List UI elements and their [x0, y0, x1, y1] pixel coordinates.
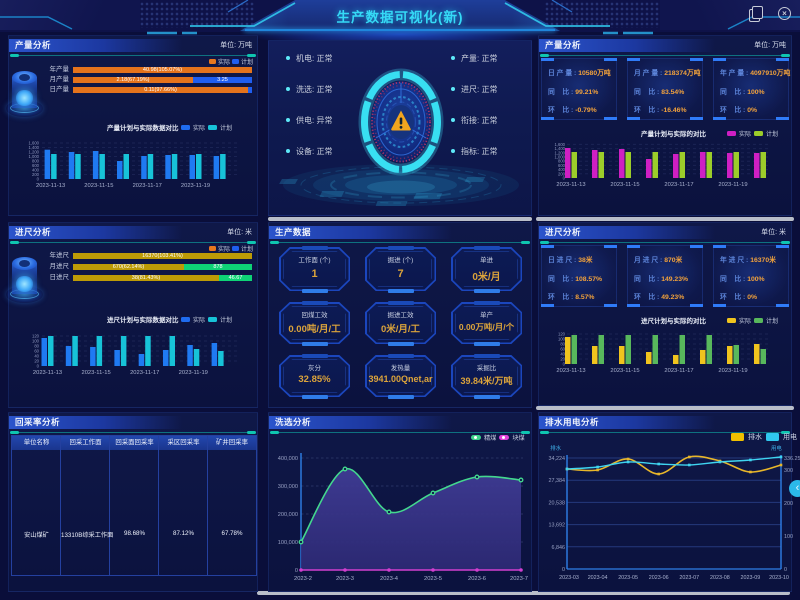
svg-text:6,846: 6,846 — [552, 545, 566, 551]
svg-text:2023-03: 2023-03 — [559, 575, 579, 581]
svg-text:120: 120 — [558, 332, 566, 337]
svg-text:2023-11-19: 2023-11-19 — [179, 370, 208, 376]
svg-text:60: 60 — [34, 349, 39, 354]
svg-text:2023-06: 2023-06 — [649, 575, 669, 581]
svg-text:2023-11-15: 2023-11-15 — [84, 183, 113, 189]
svg-text:2023-6: 2023-6 — [468, 576, 486, 582]
svg-text:27,384: 27,384 — [549, 478, 566, 484]
svg-text:2023-3: 2023-3 — [336, 576, 354, 582]
svg-text:20: 20 — [34, 359, 39, 364]
svg-text:300: 300 — [784, 468, 793, 474]
svg-text:2023-10: 2023-10 — [769, 575, 789, 581]
svg-text:2023-11-15: 2023-11-15 — [610, 182, 639, 188]
svg-text:40: 40 — [560, 352, 565, 357]
svg-text:1,600: 1,600 — [555, 142, 566, 147]
svg-text:2023-11-17: 2023-11-17 — [130, 370, 159, 376]
svg-text:400: 400 — [558, 167, 566, 172]
svg-text:2023-11-19: 2023-11-19 — [718, 182, 747, 188]
svg-text:200: 200 — [32, 172, 40, 177]
svg-text:80: 80 — [560, 342, 565, 347]
svg-text:2023-11-19: 2023-11-19 — [181, 183, 210, 189]
svg-text:2023-11-13: 2023-11-13 — [36, 183, 65, 189]
svg-text:34,224: 34,224 — [549, 456, 566, 462]
svg-text:0: 0 — [563, 176, 566, 181]
svg-text:1,600: 1,600 — [29, 141, 40, 146]
svg-text:2023-09: 2023-09 — [741, 575, 761, 581]
svg-text:2023-11-19: 2023-11-19 — [718, 368, 747, 374]
svg-text:1,000: 1,000 — [555, 155, 566, 160]
svg-text:排水: 排水 — [550, 444, 561, 452]
svg-text:1,400: 1,400 — [555, 146, 566, 151]
svg-text:100,000: 100,000 — [278, 540, 298, 546]
svg-text:2023-4: 2023-4 — [380, 576, 399, 582]
svg-text:600: 600 — [32, 163, 40, 168]
svg-text:13,692: 13,692 — [549, 523, 566, 529]
svg-text:0: 0 — [563, 362, 566, 367]
svg-text:2023-07: 2023-07 — [679, 575, 699, 581]
svg-text:100: 100 — [784, 534, 793, 540]
svg-text:2023-11-17: 2023-11-17 — [133, 183, 162, 189]
svg-text:2023-11-15: 2023-11-15 — [81, 370, 110, 376]
svg-text:0: 0 — [784, 567, 787, 573]
svg-text:2023-11-17: 2023-11-17 — [664, 182, 693, 188]
svg-text:0: 0 — [37, 364, 40, 369]
svg-text:120: 120 — [32, 334, 40, 339]
svg-text:400,000: 400,000 — [278, 456, 298, 462]
svg-text:用电: 用电 — [771, 444, 782, 452]
svg-text:20: 20 — [560, 357, 565, 362]
svg-text:1,200: 1,200 — [555, 150, 566, 155]
svg-text:80: 80 — [34, 344, 39, 349]
svg-text:2023-11-13: 2023-11-13 — [556, 368, 585, 374]
svg-text:60: 60 — [560, 347, 565, 352]
svg-text:300,000: 300,000 — [278, 484, 298, 490]
svg-text:800: 800 — [558, 159, 566, 164]
svg-text:2023-04: 2023-04 — [588, 575, 608, 581]
svg-text:0: 0 — [562, 567, 565, 573]
svg-text:40: 40 — [34, 354, 39, 359]
svg-text:2023-05: 2023-05 — [618, 575, 638, 581]
svg-text:1,200: 1,200 — [29, 150, 40, 155]
svg-text:0: 0 — [37, 177, 40, 182]
svg-text:100: 100 — [32, 339, 40, 344]
svg-text:100: 100 — [558, 337, 566, 342]
svg-text:2023-11-17: 2023-11-17 — [664, 368, 693, 374]
svg-text:2023-11-13: 2023-11-13 — [556, 182, 585, 188]
svg-text:1,000: 1,000 — [29, 154, 40, 159]
svg-text:2023-2: 2023-2 — [294, 576, 312, 582]
svg-text:0: 0 — [295, 568, 298, 574]
svg-text:20,538: 20,538 — [549, 500, 566, 506]
svg-text:200,000: 200,000 — [278, 512, 298, 518]
svg-text:800: 800 — [32, 159, 40, 164]
svg-text:2023-08: 2023-08 — [710, 575, 730, 581]
svg-text:2023-11-13: 2023-11-13 — [33, 370, 62, 376]
svg-text:1,400: 1,400 — [29, 145, 40, 150]
svg-text:2023-7: 2023-7 — [510, 576, 528, 582]
svg-text:336.25: 336.25 — [784, 456, 800, 462]
svg-text:2023-5: 2023-5 — [424, 576, 442, 582]
svg-text:2023-11-15: 2023-11-15 — [610, 368, 639, 374]
svg-text:200: 200 — [558, 171, 566, 176]
svg-text:600: 600 — [558, 163, 566, 168]
svg-text:400: 400 — [32, 168, 40, 173]
svg-text:200: 200 — [784, 501, 793, 507]
